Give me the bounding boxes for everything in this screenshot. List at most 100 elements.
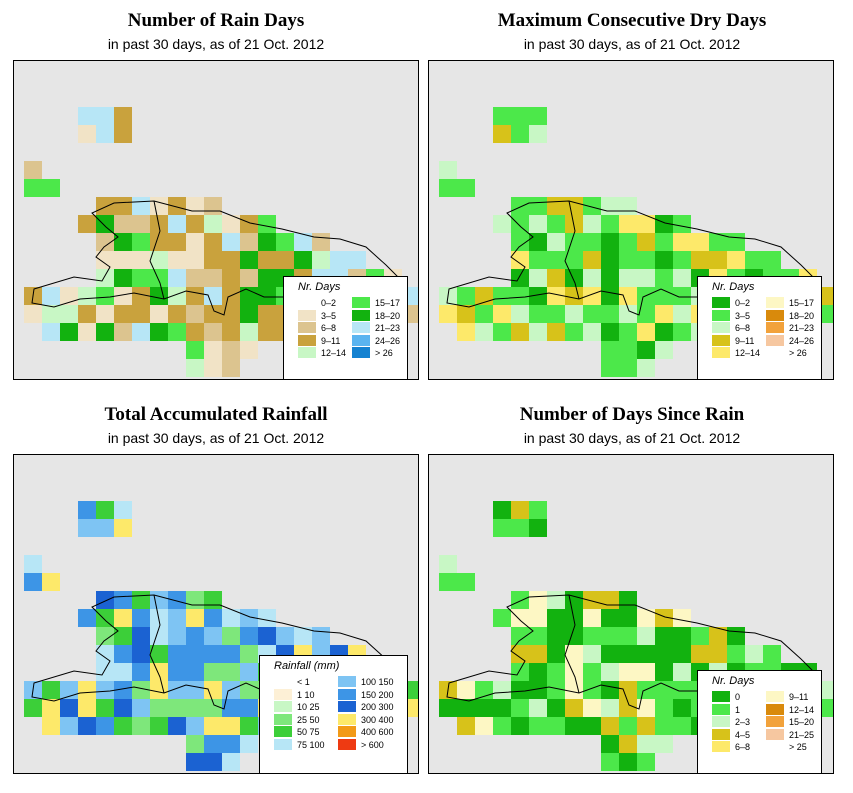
grid-cell <box>583 591 601 609</box>
grid-cell <box>150 197 168 215</box>
legend-item: < 1 <box>274 676 310 688</box>
grid-cell <box>457 681 475 699</box>
grid-cell <box>457 717 475 735</box>
grid-cell <box>511 627 529 645</box>
legend-label: 0 <box>735 692 741 702</box>
legend-swatch <box>712 741 730 752</box>
grid-cell <box>565 663 583 681</box>
grid-cell <box>240 215 258 233</box>
legend-swatch <box>298 322 316 333</box>
grid-cell <box>150 323 168 341</box>
grid-cell <box>78 287 96 305</box>
grid-cell <box>204 215 222 233</box>
grid-cell <box>673 269 691 287</box>
panel-rain-days: Number of Rain Days in past 30 days, as … <box>8 10 424 385</box>
grid-cell <box>168 287 186 305</box>
grid-cell <box>96 125 114 143</box>
grid-cell <box>511 305 529 323</box>
legend-label: 4–5 <box>735 729 751 740</box>
grid-cell <box>240 663 258 681</box>
grid-cell <box>493 323 511 341</box>
grid-cell <box>186 699 204 717</box>
legend-swatch <box>712 703 730 715</box>
legend-label: 3–5 <box>321 310 337 321</box>
grid-cell <box>60 305 78 323</box>
legend-label: 21–25 <box>789 729 815 740</box>
legend-item: 50 75 <box>274 726 320 738</box>
grid-cell <box>565 269 583 287</box>
grid-cell <box>24 161 42 179</box>
legend-item: 0–2 <box>298 297 336 309</box>
grid-cell <box>150 269 168 287</box>
grid-cell <box>511 717 529 735</box>
grid-cell <box>186 269 204 287</box>
grid-cell <box>583 663 601 681</box>
grid-cell <box>637 663 655 681</box>
grid-cell <box>583 699 601 717</box>
grid-cell <box>619 215 637 233</box>
grid-cell <box>637 323 655 341</box>
grid-cell <box>96 269 114 287</box>
grid-cell <box>655 735 673 753</box>
grid-cell <box>493 287 511 305</box>
grid-cell <box>312 233 330 251</box>
grid-cell <box>565 591 583 609</box>
panel-subtitle: in past 30 days, as of 21 Oct. 2012 <box>107 430 325 446</box>
grid-cell <box>673 609 691 627</box>
grid-cell <box>529 681 547 699</box>
grid-cell <box>222 699 240 717</box>
legend-label: 21–23 <box>789 323 815 333</box>
grid-cell <box>493 681 511 699</box>
grid-cell <box>439 179 457 197</box>
coastline <box>446 594 814 710</box>
legend-label: 12–14 <box>735 348 761 358</box>
grid-cell <box>204 627 222 645</box>
grid-cell <box>240 645 258 663</box>
legend-item: 6–8 <box>712 322 750 334</box>
grid-cell <box>655 269 673 287</box>
grid-cell <box>493 107 511 125</box>
grid-cell <box>222 215 240 233</box>
grid-cell <box>529 233 547 251</box>
grid-cell <box>150 699 168 717</box>
grid-cell <box>150 627 168 645</box>
grid-cell <box>294 233 312 251</box>
grid-cell <box>150 645 168 663</box>
grid-cell <box>547 591 565 609</box>
grid-cell <box>691 627 709 645</box>
grid-cell <box>493 125 511 143</box>
grid-cell <box>529 663 547 681</box>
legend-swatch <box>766 741 784 752</box>
grid-cell <box>204 323 222 341</box>
grid-cell <box>240 717 258 735</box>
grid-cell <box>493 609 511 627</box>
grid-cell <box>601 197 619 215</box>
grid-cell <box>547 287 565 305</box>
grid-cell <box>583 197 601 215</box>
grid-cell <box>60 323 78 341</box>
legend-label: 18–20 <box>789 310 815 321</box>
grid-cell <box>601 627 619 645</box>
grid-cell <box>114 287 132 305</box>
grid-cell <box>619 197 637 215</box>
max-dry-days-legend: Nr. Days 0–2 3–5 6–8 9–11 12–14 15–17 18–20 21–… <box>697 276 822 380</box>
grid-cell <box>511 233 529 251</box>
grid-cell <box>258 305 276 323</box>
legend-item: > 25 <box>766 741 807 753</box>
grid-cell <box>493 305 511 323</box>
grid-cell <box>457 573 475 591</box>
grid-cell <box>601 735 619 753</box>
grid-cell <box>565 627 583 645</box>
grid-cell <box>457 179 475 197</box>
grid-cell <box>511 645 529 663</box>
grid-cell <box>493 699 511 717</box>
grid-cell <box>114 663 132 681</box>
grid-cell <box>637 269 655 287</box>
grid-cell <box>727 627 745 645</box>
grid-cell <box>529 215 547 233</box>
grid-cell <box>150 591 168 609</box>
grid-cell <box>655 233 673 251</box>
grid-cell <box>186 735 204 753</box>
grid-cell <box>583 287 601 305</box>
grid-cell <box>114 233 132 251</box>
